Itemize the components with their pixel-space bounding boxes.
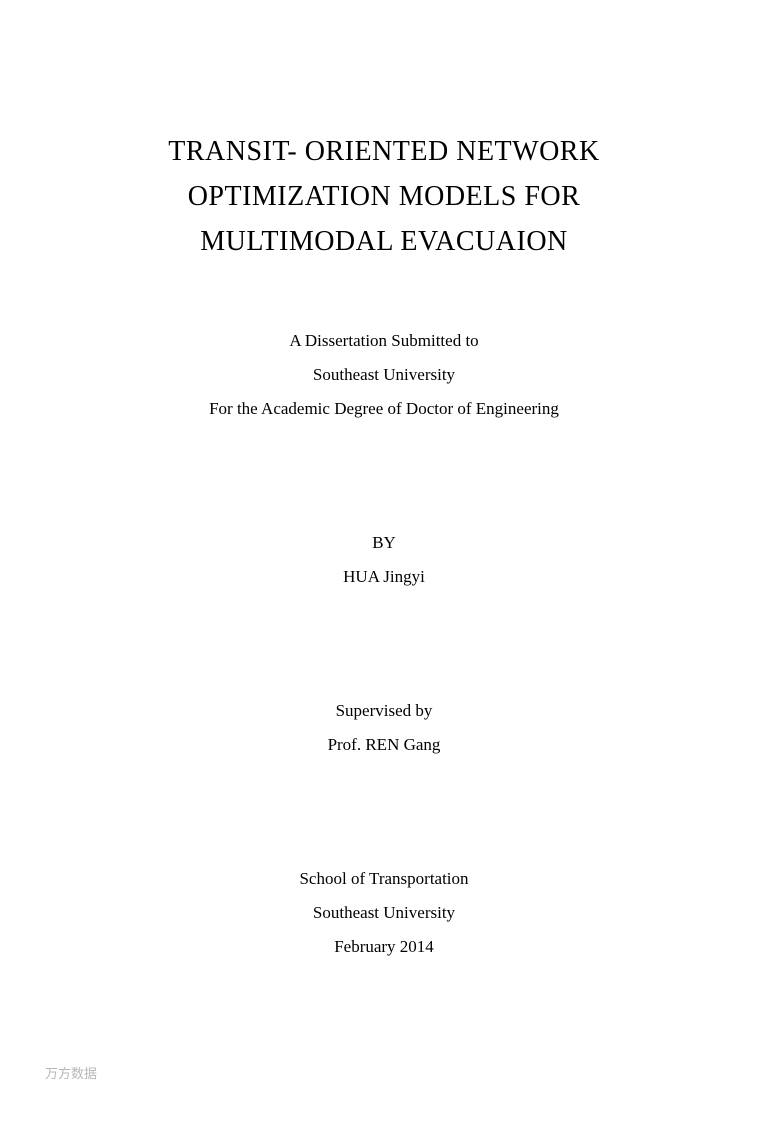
by-label: BY: [100, 526, 668, 560]
university-name: Southeast University: [100, 896, 668, 930]
supervised-label: Supervised by: [100, 694, 668, 728]
supervisor-block: Supervised by Prof. REN Gang: [100, 694, 668, 762]
submission-block: A Dissertation Submitted to Southeast Un…: [100, 324, 668, 426]
title-page: TRANSIT- ORIENTED NETWORK OPTIMIZATION M…: [0, 0, 768, 1122]
author-name: HUA Jingyi: [100, 560, 668, 594]
supervisor-name: Prof. REN Gang: [100, 728, 668, 762]
affiliation-block: School of Transportation Southeast Unive…: [100, 862, 668, 964]
dissertation-title: TRANSIT- ORIENTED NETWORK OPTIMIZATION M…: [100, 130, 668, 264]
date: February 2014: [100, 930, 668, 964]
author-block: BY HUA Jingyi: [100, 526, 668, 594]
title-line-2: OPTIMIZATION MODELS FOR: [100, 175, 668, 220]
submitted-line-1: A Dissertation Submitted to: [100, 324, 668, 358]
submitted-line-3: For the Academic Degree of Doctor of Eng…: [100, 392, 668, 426]
school-name: School of Transportation: [100, 862, 668, 896]
watermark-text: 万方数据: [45, 1063, 97, 1082]
submitted-line-2: Southeast University: [100, 358, 668, 392]
title-line-1: TRANSIT- ORIENTED NETWORK: [100, 130, 668, 175]
title-line-3: MULTIMODAL EVACUAION: [100, 220, 668, 265]
